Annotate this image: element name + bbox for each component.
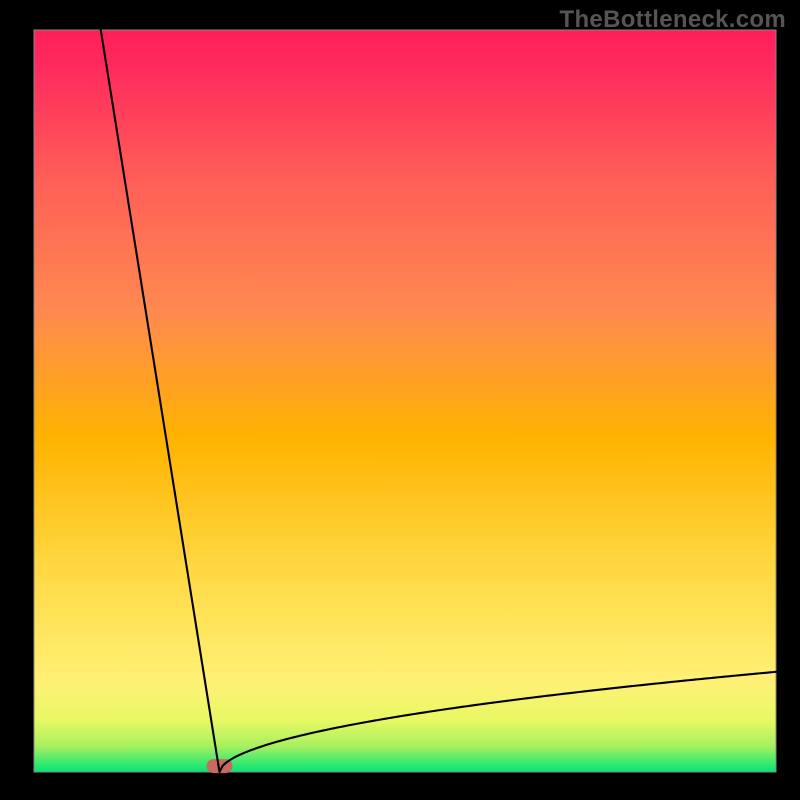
watermark: TheBottleneck.com [560,6,786,34]
plot-background [34,30,776,772]
chart-svg [0,0,800,800]
chart-container: TheBottleneck.com [0,0,800,800]
